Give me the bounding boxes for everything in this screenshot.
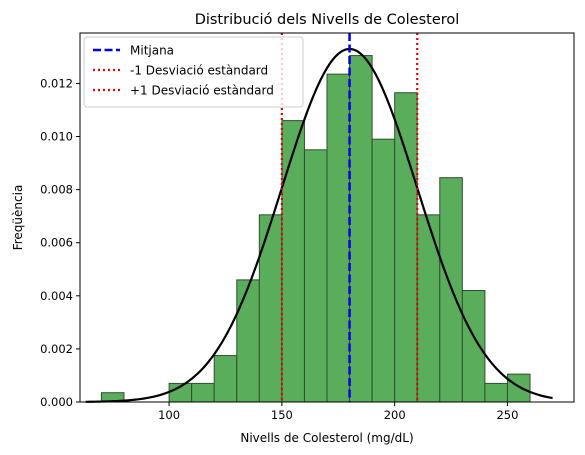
y-tick-label: 0.004 (40, 289, 73, 303)
y-tick-label: 0.012 (40, 76, 73, 90)
legend-label: Mitjana (130, 44, 174, 58)
y-tick-label: 0.008 (40, 183, 73, 197)
histogram-bar (191, 382, 215, 403)
histogram-bar (258, 214, 283, 403)
histogram-bar (349, 55, 373, 403)
legend-label: +1 Desviació estàndard (130, 84, 274, 98)
x-tick-label: 150 (271, 408, 293, 422)
x-axis-label: Nivells de Colesterol (mg/dL) (240, 431, 413, 445)
x-tick-label: 250 (496, 408, 518, 422)
y-axis-label: Freqüència (11, 185, 25, 251)
histogram-bar (461, 290, 486, 403)
y-tick-label: 0.000 (40, 395, 73, 409)
histogram-bar (416, 214, 441, 403)
legend: Mitjana -1 Desviació estàndard +1 Desviaci… (83, 36, 304, 108)
x-axis-ticks: 100 150 200 250 (158, 402, 518, 422)
chart-title: Distribució dels Nivells de Colesterol (195, 12, 460, 28)
x-tick-label: 100 (158, 408, 180, 422)
plot-frame (79, 32, 575, 403)
y-axis-ticks: 0.000 0.002 0.004 0.006 0.008 0.010 0.012 (40, 76, 80, 409)
histogram-bar (326, 73, 351, 403)
histogram-bar (236, 279, 260, 403)
histogram-bar (213, 355, 238, 403)
histogram-bar (371, 138, 396, 403)
histogram-bar (303, 149, 328, 403)
histogram-bar (506, 373, 531, 403)
histogram-bar (484, 382, 508, 403)
legend-frame (83, 36, 304, 108)
legend-label: -1 Desviació estàndard (130, 64, 268, 78)
y-tick-label: 0.010 (40, 130, 73, 144)
histogram-bar (281, 120, 305, 403)
histogram-bar (394, 92, 418, 403)
normal-curve (85, 47, 553, 403)
x-tick-label: 200 (384, 408, 406, 422)
bar-group (100, 55, 531, 403)
y-tick-label: 0.006 (40, 236, 73, 250)
y-tick-label: 0.002 (40, 342, 73, 356)
